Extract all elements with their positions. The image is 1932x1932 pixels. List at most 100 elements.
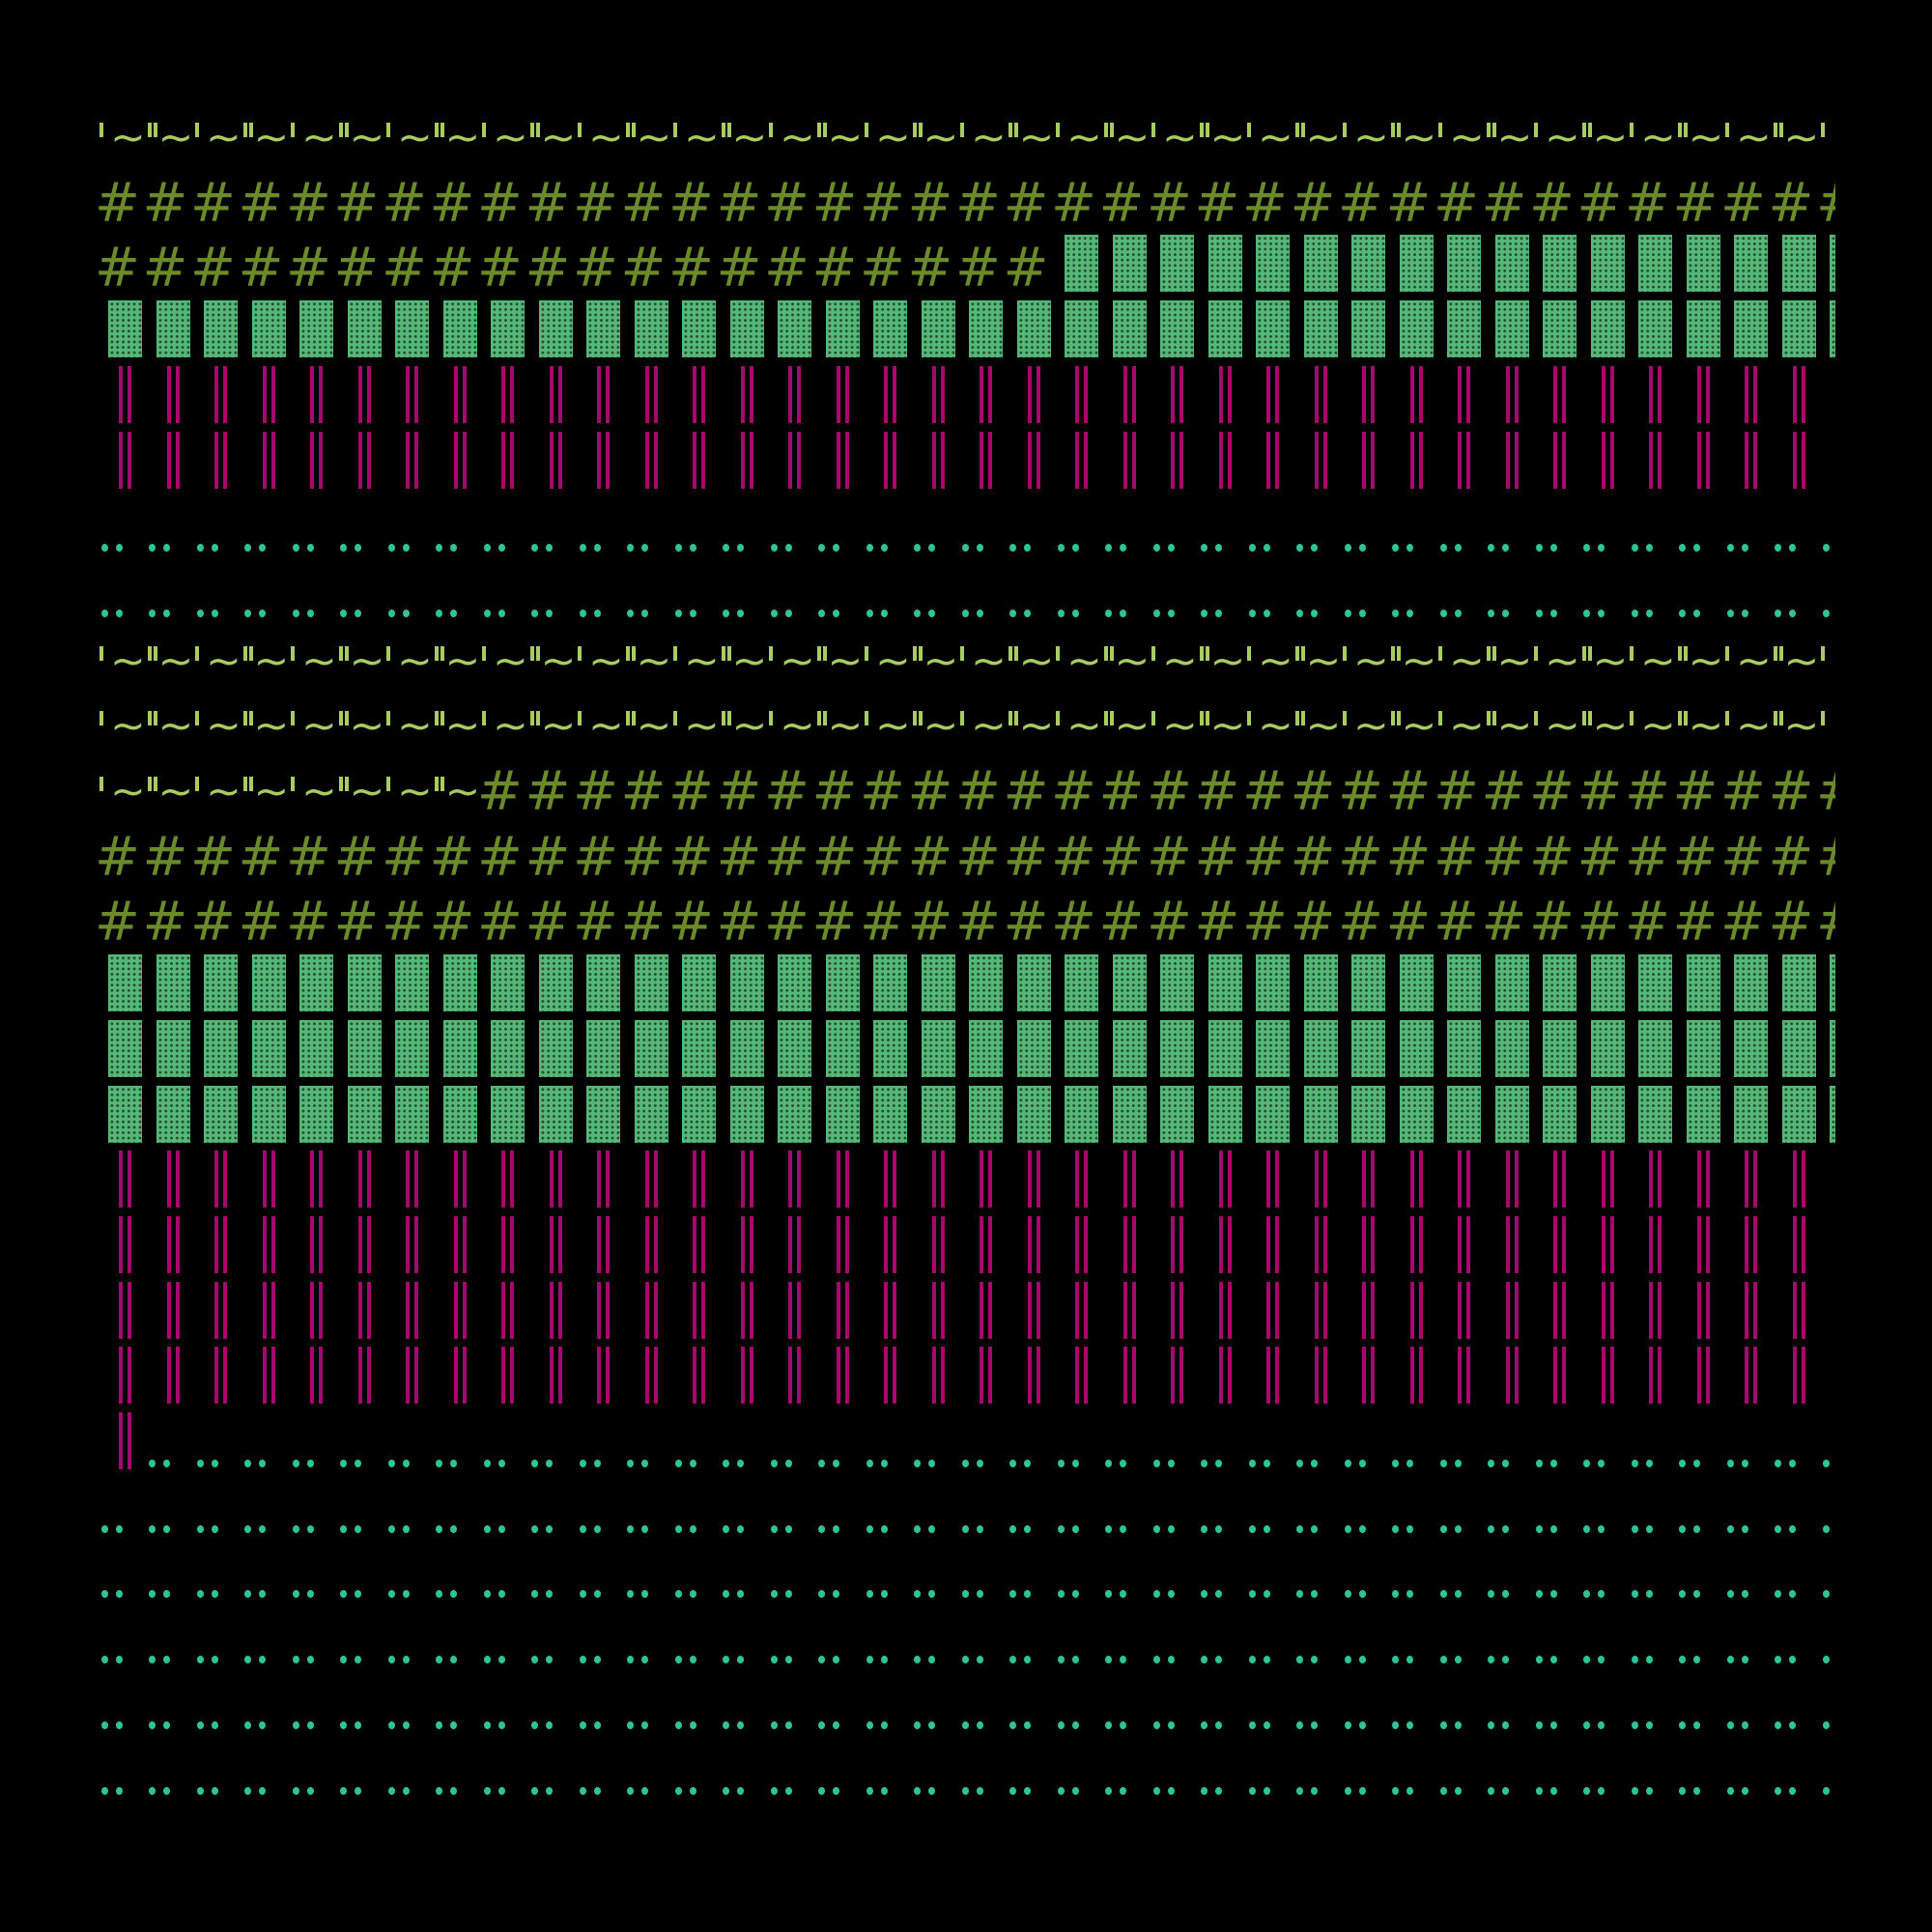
bar-mark	[740, 431, 745, 489]
waffle-cell-hash: #	[1434, 175, 1484, 247]
dot-mark	[1167, 1524, 1175, 1533]
dot-mark	[1152, 1524, 1160, 1533]
waffle-cell-tilde: ~	[814, 639, 863, 705]
dot-mark	[531, 1524, 538, 1533]
dot-mark	[1645, 1786, 1653, 1795]
waffle-cell-hash: #	[955, 764, 1006, 836]
hash-mark: #	[1434, 825, 1479, 889]
waffle-cell-hash: #	[1338, 764, 1388, 836]
waffle-cell-block	[1771, 954, 1819, 1032]
waffle-cell-block	[719, 300, 767, 378]
waffle-cell-dots	[1675, 1751, 1723, 1817]
tilde-mark: ~	[827, 701, 864, 752]
dot-mark	[1311, 1720, 1318, 1729]
bar-mark	[1075, 365, 1079, 423]
tilde-mark: ~	[157, 636, 194, 686]
bar-mark	[1696, 1151, 1701, 1208]
dot-mark	[546, 544, 553, 553]
bar-mark	[1514, 1281, 1519, 1339]
waffle-cell-block	[145, 1019, 193, 1097]
waffle-cell-block	[1149, 1019, 1197, 1097]
dot-mark	[1358, 1656, 1366, 1664]
tilde-mark: ~	[540, 113, 577, 162]
dot-mark	[1201, 544, 1208, 553]
waffle-cell-hash: #	[286, 175, 336, 247]
bar-mark	[844, 1347, 849, 1405]
waffle-cell-tilde: ~	[97, 767, 146, 836]
waffle-cell-block	[288, 954, 336, 1032]
tilde-mark: ~	[1496, 701, 1533, 752]
waffle-cell-tilde: ~	[1340, 116, 1389, 182]
dot-mark	[770, 544, 778, 553]
waffle-cell-dots	[527, 574, 576, 639]
waffle-cell-dots	[1579, 1620, 1628, 1686]
dot-mark	[737, 1786, 744, 1795]
dot-mark	[818, 1460, 825, 1467]
block-mark	[1351, 1019, 1385, 1077]
bar-mark	[606, 1151, 610, 1208]
bar-mark	[357, 365, 362, 423]
block-mark	[634, 300, 668, 358]
waffle-cell-dots	[288, 1751, 336, 1817]
bar-mark	[510, 1281, 514, 1339]
waffle-cell-hash: #	[717, 764, 767, 836]
dot-mark	[689, 1524, 696, 1533]
waffle-cell-bars	[1531, 365, 1579, 443]
bar-mark	[1649, 1151, 1653, 1208]
hash-mark: #	[668, 825, 714, 889]
bar-mark	[366, 1281, 371, 1339]
waffle-cell-tilde: ~	[1627, 636, 1676, 705]
waffle-cell-tilde: ~	[766, 704, 815, 770]
hash-mark: #	[907, 171, 953, 235]
waffle-cell-dots	[862, 1490, 910, 1555]
waffle-cell-tilde: ~	[1101, 639, 1150, 705]
hash-mark: #	[333, 237, 380, 300]
dot-mark	[196, 544, 204, 553]
hash-mark: #	[1290, 825, 1336, 889]
waffle-cell-block	[1675, 954, 1723, 1032]
dot-mark	[674, 1524, 682, 1533]
waffle-cell-dots	[1197, 1751, 1245, 1817]
waffle-cell-dots	[575, 1686, 623, 1751]
dot-mark	[531, 1786, 538, 1795]
bar-mark	[797, 365, 801, 423]
dot-mark	[914, 1590, 921, 1599]
dot-mark	[1344, 1460, 1351, 1467]
bar-mark	[175, 431, 180, 489]
tilde-mark: ~	[1640, 636, 1676, 686]
dot-mark	[1406, 1460, 1413, 1467]
waffle-cell-block	[192, 300, 241, 378]
waffle-cell-dots	[1149, 1620, 1197, 1686]
tilde-mark: ~	[588, 113, 624, 162]
hash-mark: #	[716, 891, 762, 954]
dot-mark	[770, 609, 778, 617]
dot-mark	[1215, 1720, 1222, 1729]
dot-mark	[1120, 1524, 1126, 1533]
waffle-cell-tilde: ~	[1053, 116, 1102, 182]
waffle-cell-tilde: ~	[1579, 704, 1628, 770]
waffle-cell-block	[1340, 300, 1388, 378]
bar-mark	[414, 431, 418, 489]
waffle-cell-block	[1244, 1019, 1293, 1097]
waffle-cell-block	[1293, 954, 1341, 1032]
dot-mark	[1693, 1720, 1700, 1729]
dot-mark	[641, 1460, 648, 1467]
waffle-cell-bars	[1484, 431, 1532, 509]
block-mark	[1590, 300, 1625, 358]
tilde-mark: ~	[110, 767, 146, 816]
waffle-cell-block	[1053, 300, 1101, 378]
dot-mark	[833, 1460, 839, 1467]
dot-mark	[149, 1786, 156, 1795]
waffle-cell-dots	[719, 1490, 767, 1555]
waffle-cell-block	[957, 1085, 1006, 1163]
bar-mark	[693, 431, 696, 489]
dot-mark	[1105, 609, 1112, 617]
bar-mark	[1418, 1281, 1423, 1339]
bar-mark	[1314, 1347, 1319, 1405]
bar-mark	[223, 1347, 227, 1405]
bar-mark	[788, 1215, 792, 1273]
bar-mark	[1027, 1215, 1032, 1273]
dot-mark	[1645, 1720, 1653, 1729]
dot-mark	[770, 1460, 778, 1467]
dot-mark	[1296, 1786, 1303, 1795]
